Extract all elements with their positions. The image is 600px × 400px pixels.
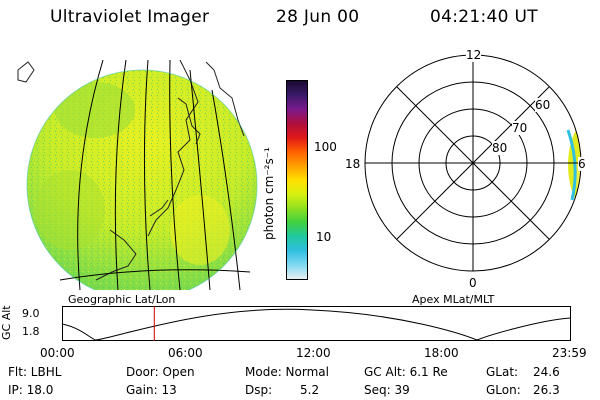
- polar-plot: [364, 54, 582, 272]
- altitude-xtick-0: 00:00: [40, 346, 75, 360]
- mlat-label-60: 60: [535, 98, 551, 112]
- mlt-label-12: 12: [466, 48, 482, 62]
- altitude-xtick-1: 06:00: [168, 346, 203, 360]
- altitude-xtick-3: 18:00: [424, 346, 459, 360]
- colorbar-label: photon cm⁻²s⁻¹: [262, 147, 276, 240]
- colorbar: [286, 80, 308, 280]
- geo-caption: Geographic Lat/Lon: [68, 293, 176, 306]
- polar-caption: Apex MLat/MLT: [412, 293, 495, 306]
- glon-label: GLon:: [486, 383, 521, 397]
- filter-info: Flt: LBHL: [8, 365, 62, 379]
- geographic-image: [17, 59, 258, 290]
- glon-value: 26.3: [533, 383, 560, 397]
- time-label: 04:21:40 UT: [430, 7, 538, 27]
- altitude-ylabel: GC Alt: [0, 305, 13, 340]
- mlt-label-0: 0: [469, 276, 477, 290]
- date-label: 28 Jun 00: [276, 7, 360, 27]
- altitude-ytick-bottom: 1.8: [22, 325, 40, 338]
- mode-info: Mode: Normal: [245, 365, 329, 379]
- gc-alt-info: GC Alt: 6.1 Re: [364, 365, 448, 379]
- colorbar-gradient: [287, 81, 307, 279]
- altitude-ytick-top: 9.0: [22, 307, 40, 320]
- gain-info: Gain: 13: [126, 383, 177, 397]
- glat-value: 24.6: [533, 365, 560, 379]
- mlat-label-70: 70: [512, 121, 528, 135]
- app-title: Ultraviolet Imager: [50, 7, 210, 27]
- ip-info: IP: 18.0: [8, 383, 54, 397]
- mlt-label-18: 18: [345, 157, 361, 171]
- mlt-label-6: 6: [578, 157, 586, 171]
- dsp-value: 5.2: [300, 383, 320, 397]
- altitude-xtick-4: 23:59: [552, 346, 587, 360]
- seq-info: Seq: 39: [364, 383, 410, 397]
- colorbar-tick-10: 10: [316, 230, 332, 244]
- altitude-plot: [62, 306, 571, 341]
- dsp-label: Dsp:: [245, 383, 273, 397]
- colorbar-tick-100: 100: [314, 140, 337, 154]
- door-info: Door: Open: [126, 365, 195, 379]
- mlat-label-80: 80: [492, 141, 508, 155]
- glat-label: GLat:: [486, 365, 519, 379]
- altitude-xtick-2: 12:00: [296, 346, 331, 360]
